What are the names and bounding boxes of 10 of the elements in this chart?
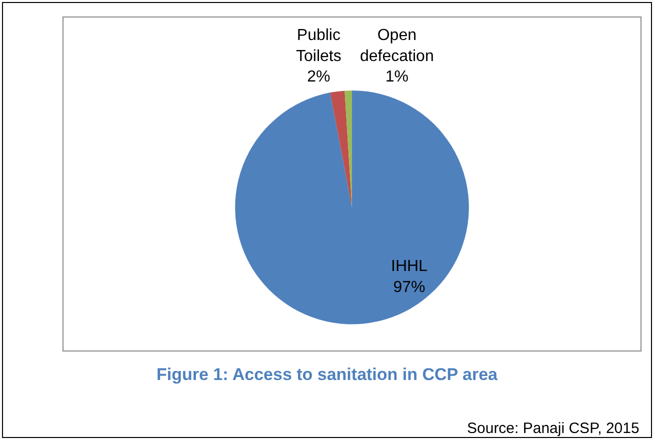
slice-label: Public Toilets <box>296 27 342 65</box>
text: Figure 1: Access to sanitation in CCP area <box>156 365 498 384</box>
pie-slice <box>330 90 352 208</box>
data-label: 97% <box>393 278 426 296</box>
data-label: 2% <box>307 68 330 86</box>
slice-label: IHHL <box>391 258 428 275</box>
pie-slice <box>235 90 469 324</box>
slice-label: Open defecation <box>360 27 434 65</box>
data-label: 1% <box>385 68 408 86</box>
source-note: Source: Panaji CSP, 2015 <box>467 420 640 437</box>
